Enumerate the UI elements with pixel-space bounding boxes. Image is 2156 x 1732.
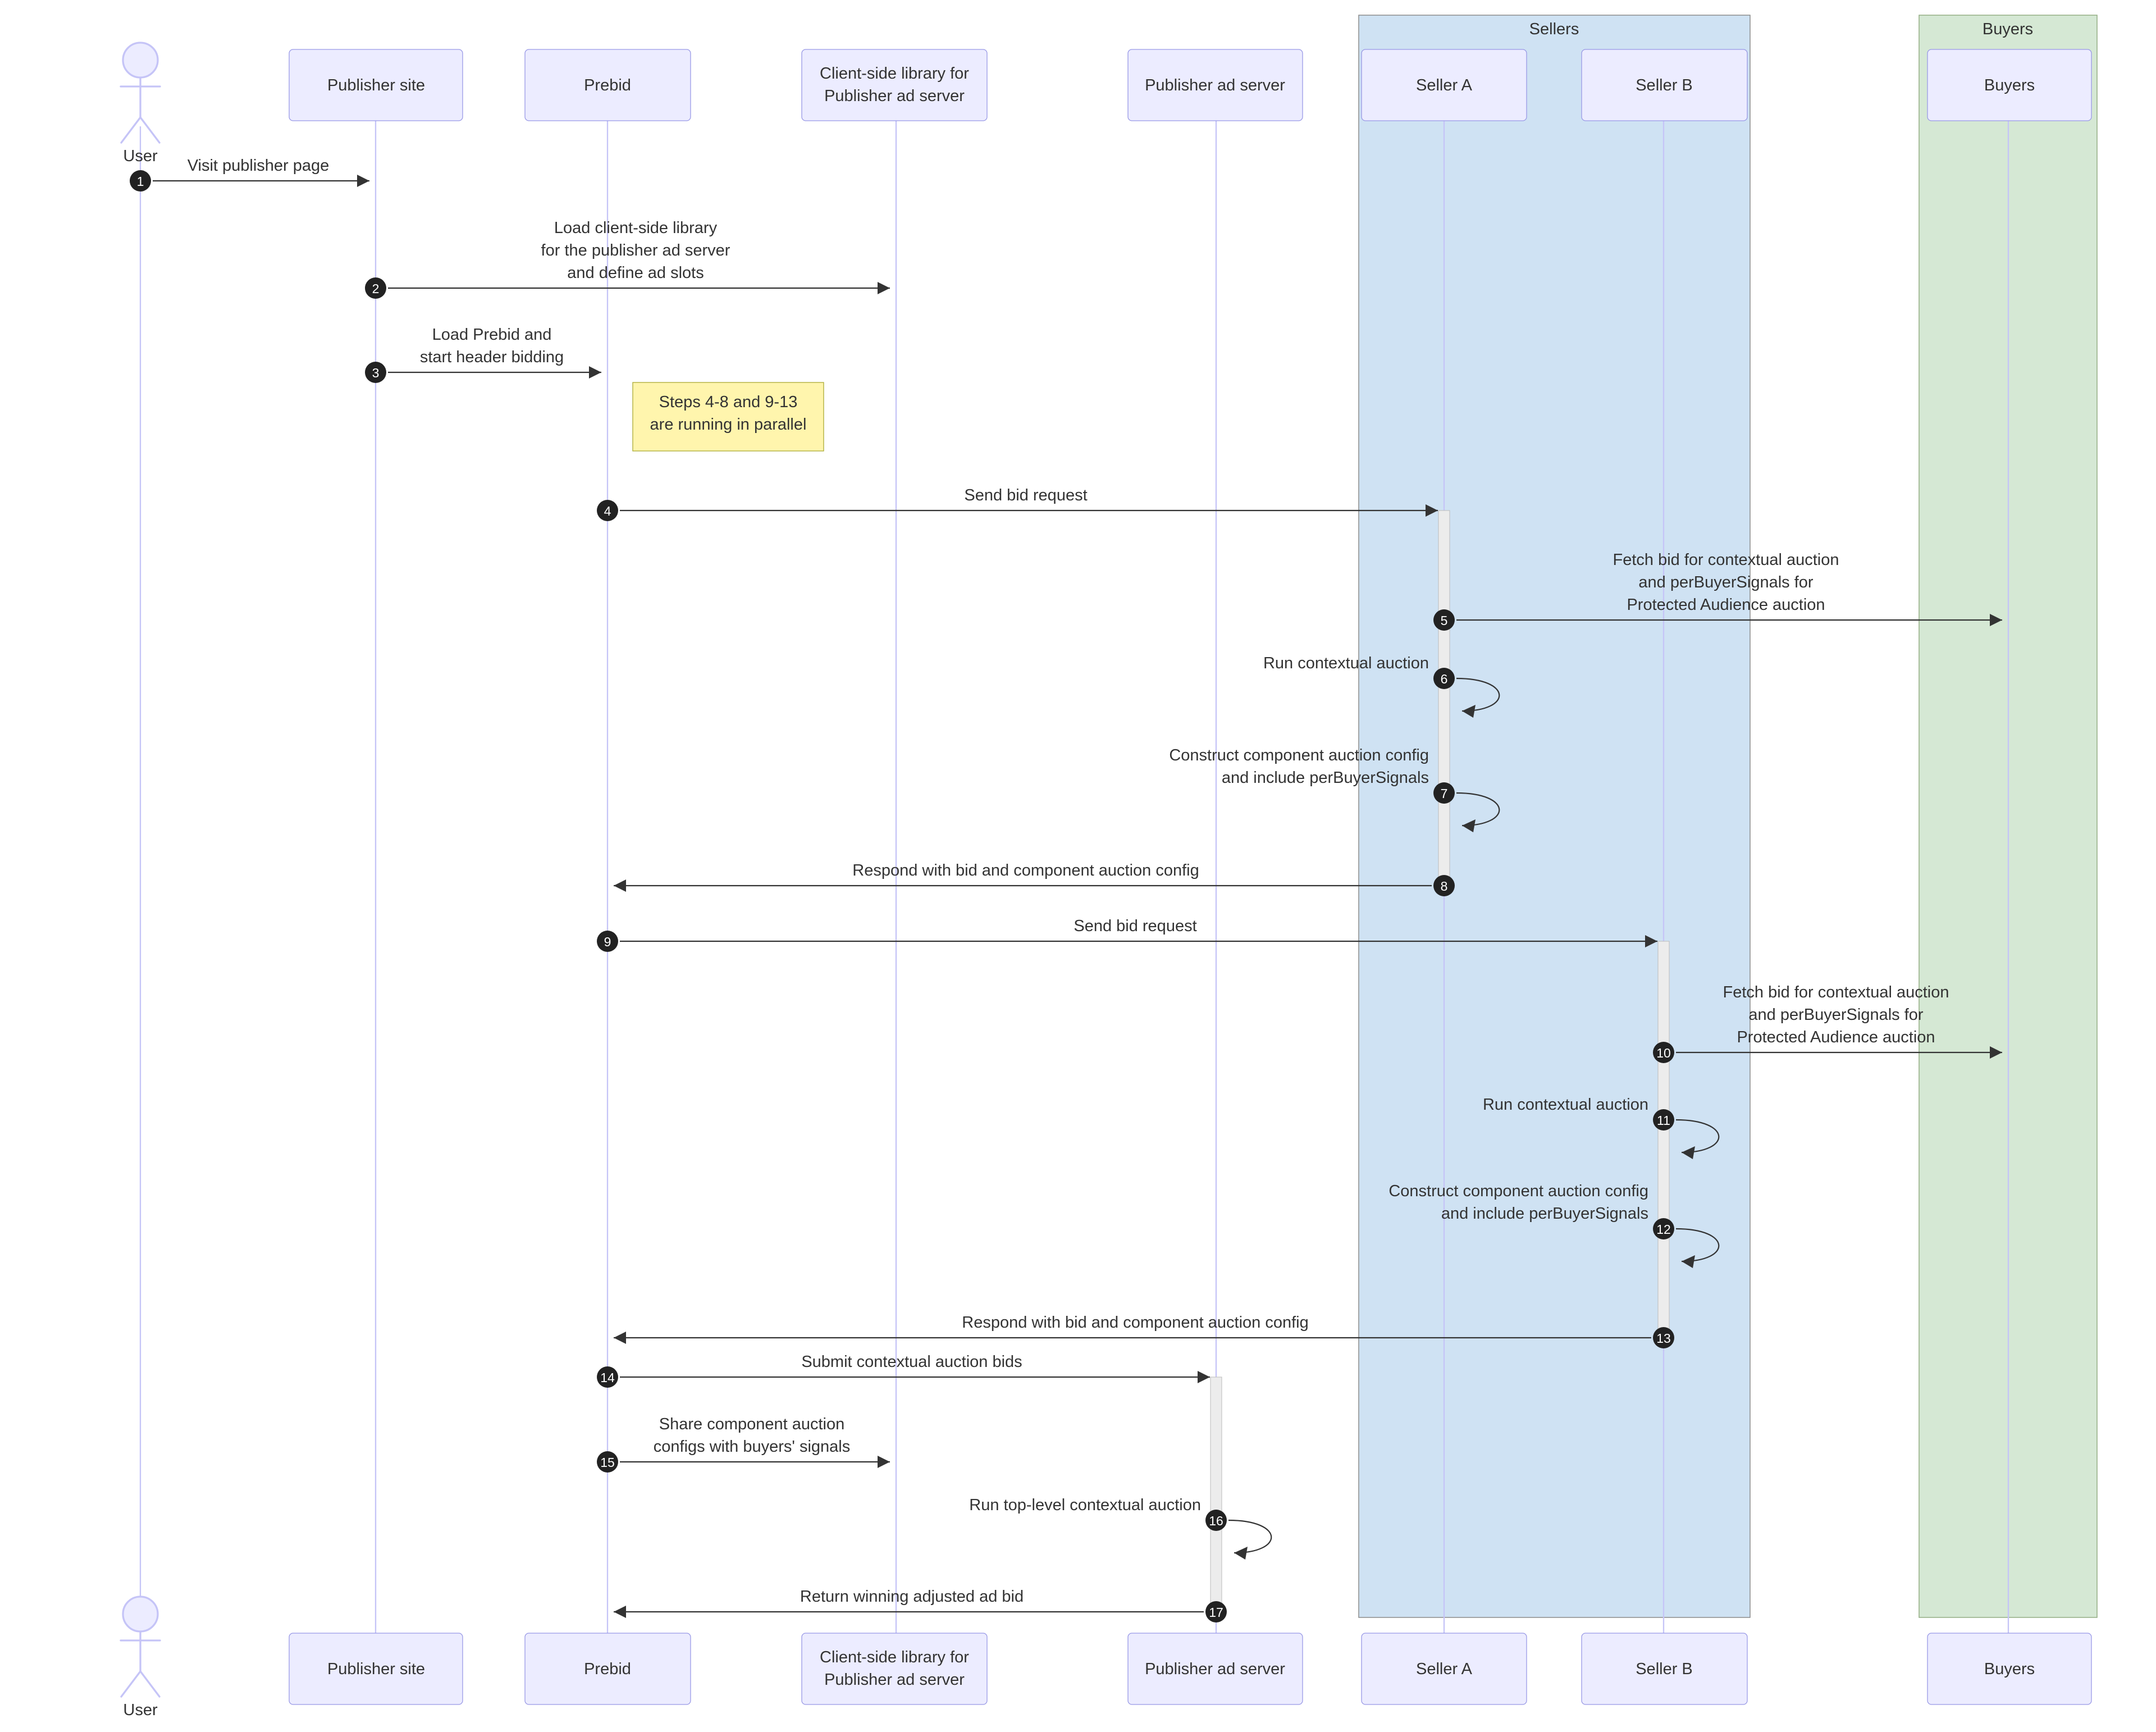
svg-text:Run contextual auction: Run contextual auction bbox=[1483, 1096, 1648, 1114]
svg-text:Run contextual auction: Run contextual auction bbox=[1263, 654, 1429, 672]
svg-text:14: 14 bbox=[600, 1370, 615, 1385]
svg-text:and include perBuyerSignals: and include perBuyerSignals bbox=[1441, 1205, 1648, 1223]
svg-text:Client-side library for: Client-side library for bbox=[820, 1648, 969, 1666]
svg-text:Steps 4-8 and 9-13: Steps 4-8 and 9-13 bbox=[659, 393, 798, 411]
svg-text:Construct component auction co: Construct component auction config bbox=[1169, 746, 1429, 764]
svg-text:User: User bbox=[123, 147, 158, 165]
svg-text:12: 12 bbox=[1656, 1222, 1671, 1237]
svg-text:Send bid request: Send bid request bbox=[964, 486, 1087, 504]
svg-text:for the publisher ad server: for the publisher ad server bbox=[541, 241, 730, 259]
svg-text:start header bidding: start header bidding bbox=[420, 348, 564, 366]
svg-text:Seller A: Seller A bbox=[1416, 76, 1473, 94]
svg-text:Submit contextual auction bids: Submit contextual auction bids bbox=[801, 1353, 1022, 1371]
svg-text:2: 2 bbox=[372, 281, 380, 296]
svg-text:Buyers: Buyers bbox=[1983, 20, 2033, 38]
svg-text:8: 8 bbox=[1441, 879, 1448, 894]
svg-text:and perBuyerSignals for: and perBuyerSignals for bbox=[1748, 1006, 1923, 1024]
svg-text:7: 7 bbox=[1441, 786, 1448, 801]
svg-text:Publisher site: Publisher site bbox=[327, 1660, 425, 1678]
svg-text:Fetch bid for contextual aucti: Fetch bid for contextual auction bbox=[1613, 551, 1839, 569]
svg-text:Construct component auction co: Construct component auction config bbox=[1388, 1182, 1648, 1200]
svg-text:and define ad slots: and define ad slots bbox=[567, 264, 704, 282]
svg-text:Load Prebid and: Load Prebid and bbox=[432, 326, 552, 344]
svg-text:5: 5 bbox=[1441, 613, 1448, 628]
svg-text:Sellers: Sellers bbox=[1529, 20, 1579, 38]
svg-text:Prebid: Prebid bbox=[584, 76, 631, 94]
svg-text:Share component auction: Share component auction bbox=[659, 1415, 845, 1433]
svg-text:Visit publisher page: Visit publisher page bbox=[188, 157, 330, 175]
svg-text:Publisher ad server: Publisher ad server bbox=[1145, 76, 1285, 94]
svg-text:9: 9 bbox=[604, 935, 611, 949]
svg-text:Seller B: Seller B bbox=[1636, 1660, 1693, 1678]
svg-text:configs with buyers' signals: configs with buyers' signals bbox=[654, 1438, 850, 1456]
svg-text:17: 17 bbox=[1209, 1605, 1223, 1620]
svg-text:Seller A: Seller A bbox=[1416, 1660, 1473, 1678]
svg-text:Protected Audience auction: Protected Audience auction bbox=[1627, 596, 1825, 614]
svg-text:Publisher site: Publisher site bbox=[327, 76, 425, 94]
svg-text:10: 10 bbox=[1656, 1046, 1671, 1060]
svg-text:11: 11 bbox=[1657, 1113, 1670, 1128]
svg-text:3: 3 bbox=[372, 366, 380, 380]
svg-text:Buyers: Buyers bbox=[1984, 1660, 2035, 1678]
svg-text:6: 6 bbox=[1441, 672, 1448, 686]
svg-text:are running in parallel: are running in parallel bbox=[650, 416, 807, 434]
svg-text:Client-side library for: Client-side library for bbox=[820, 65, 969, 83]
svg-text:4: 4 bbox=[604, 504, 611, 518]
svg-text:Publisher ad server: Publisher ad server bbox=[824, 1671, 965, 1689]
svg-text:and include perBuyerSignals: and include perBuyerSignals bbox=[1222, 769, 1429, 787]
svg-text:1: 1 bbox=[137, 174, 144, 189]
svg-text:Return winning adjusted ad bid: Return winning adjusted ad bid bbox=[800, 1588, 1024, 1606]
svg-text:User: User bbox=[123, 1701, 158, 1719]
svg-text:Load client-side library: Load client-side library bbox=[554, 219, 718, 237]
svg-text:Run top-level contextual aucti: Run top-level contextual auction bbox=[969, 1496, 1201, 1514]
svg-text:and perBuyerSignals for: and perBuyerSignals for bbox=[1638, 573, 1813, 591]
svg-text:Publisher ad server: Publisher ad server bbox=[824, 87, 965, 105]
svg-text:Publisher ad server: Publisher ad server bbox=[1145, 1660, 1285, 1678]
svg-text:Respond with bid and component: Respond with bid and component auction c… bbox=[852, 862, 1199, 879]
svg-text:Respond with bid and component: Respond with bid and component auction c… bbox=[962, 1314, 1308, 1332]
svg-text:Buyers: Buyers bbox=[1984, 76, 2035, 94]
svg-text:15: 15 bbox=[600, 1455, 615, 1470]
svg-text:Prebid: Prebid bbox=[584, 1660, 631, 1678]
svg-text:Protected Audience auction: Protected Audience auction bbox=[1737, 1028, 1935, 1046]
svg-text:Send bid request: Send bid request bbox=[1074, 917, 1196, 935]
svg-text:13: 13 bbox=[1656, 1331, 1671, 1346]
svg-text:Fetch bid for contextual aucti: Fetch bid for contextual auction bbox=[1723, 983, 1949, 1001]
svg-text:16: 16 bbox=[1209, 1514, 1223, 1528]
svg-text:Seller B: Seller B bbox=[1636, 76, 1693, 94]
